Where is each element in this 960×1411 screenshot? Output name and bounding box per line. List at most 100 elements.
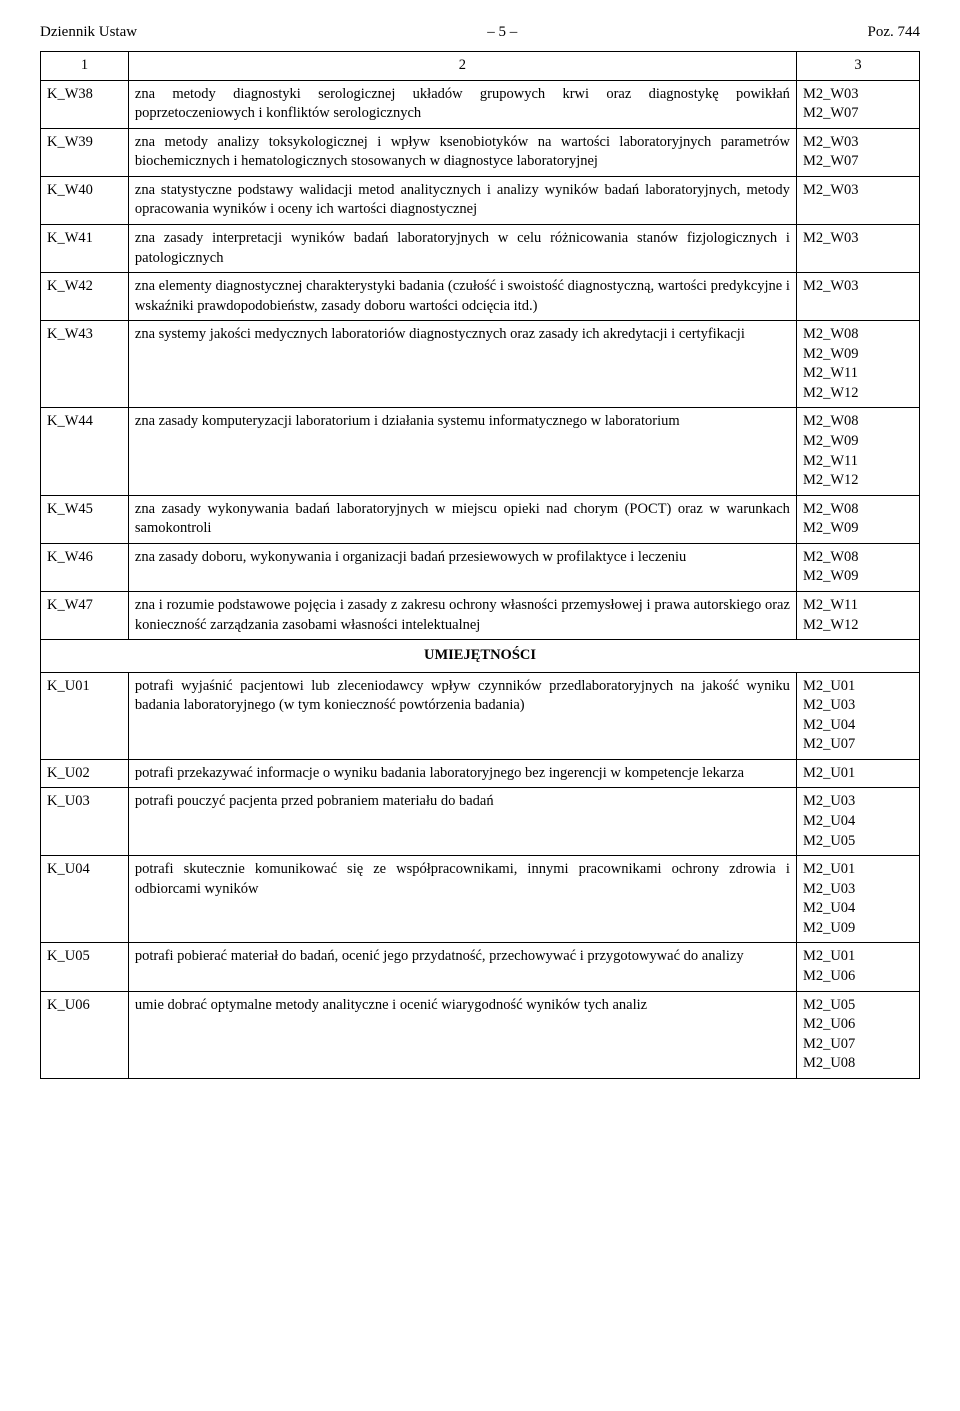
ref-code: M2_U06 (803, 967, 913, 987)
row-refs: M2_U01M2_U03M2_U04M2_U09 (796, 856, 919, 943)
row-desc: zna systemy jakości medycznych laborator… (128, 321, 796, 408)
row-code: K_U01 (41, 672, 129, 759)
ref-code: M2_W09 (803, 567, 913, 587)
table-row: K_W45zna zasady wykonywania badań labora… (41, 495, 920, 543)
row-code: K_W47 (41, 591, 129, 639)
row-refs: M2_W08M2_W09 (796, 543, 919, 591)
row-code: K_W43 (41, 321, 129, 408)
row-refs: M2_U01M2_U06 (796, 943, 919, 991)
row-desc: zna i rozumie podstawowe pojęcia i zasad… (128, 591, 796, 639)
ref-code: M2_W03 (803, 181, 913, 201)
table-row: K_W46zna zasady doboru, wykonywania i or… (41, 543, 920, 591)
page-header: Dziennik Ustaw – 5 – Poz. 744 (40, 24, 920, 41)
row-desc: zna metody diagnostyki serologicznej ukł… (128, 80, 796, 128)
table-row: K_U05potrafi pobierać materiał do badań,… (41, 943, 920, 991)
row-desc: zna zasady komputeryzacji laboratorium i… (128, 408, 796, 495)
row-code: K_W40 (41, 176, 129, 224)
ref-code: M2_W11 (803, 364, 913, 384)
ref-code: M2_U01 (803, 860, 913, 880)
ref-code: M2_W09 (803, 432, 913, 452)
ref-code: M2_W03 (803, 85, 913, 105)
ref-code: M2_U06 (803, 1015, 913, 1035)
row-code: K_U06 (41, 991, 129, 1078)
table-header-row: 123 (41, 52, 920, 81)
row-desc: potrafi przekazywać informacje o wyniku … (128, 759, 796, 788)
ref-code: M2_U08 (803, 1054, 913, 1074)
table-row: K_W38zna metody diagnostyki serologiczne… (41, 80, 920, 128)
header-center: – 5 – (487, 24, 517, 41)
row-refs: M2_U01 (796, 759, 919, 788)
row-desc: potrafi wyjaśnić pacjentowi lub zlecenio… (128, 672, 796, 759)
ref-code: M2_U09 (803, 919, 913, 939)
ref-code: M2_U01 (803, 677, 913, 697)
ref-code: M2_W07 (803, 104, 913, 124)
table-row: K_W47zna i rozumie podstawowe pojęcia i … (41, 591, 920, 639)
ref-code: M2_W12 (803, 471, 913, 491)
row-desc: umie dobrać optymalne metody analityczne… (128, 991, 796, 1078)
ref-code: M2_W12 (803, 616, 913, 636)
table-row: K_W44zna zasady komputeryzacji laborator… (41, 408, 920, 495)
ref-code: M2_W03 (803, 277, 913, 297)
table-header-2: 2 (128, 52, 796, 81)
ref-code: M2_W09 (803, 519, 913, 539)
ref-code: M2_W03 (803, 133, 913, 153)
row-desc: zna statystyczne podstawy walidacji meto… (128, 176, 796, 224)
row-desc: zna elementy diagnostycznej charakteryst… (128, 273, 796, 321)
row-refs: M2_W08M2_W09M2_W11M2_W12 (796, 321, 919, 408)
row-code: K_W44 (41, 408, 129, 495)
ref-code: M2_U05 (803, 996, 913, 1016)
row-refs: M2_U03M2_U04M2_U05 (796, 788, 919, 856)
row-refs: M2_W08M2_W09M2_W11M2_W12 (796, 408, 919, 495)
section-title: UMIEJĘTNOŚCI (41, 640, 920, 673)
header-right: Poz. 744 (868, 24, 921, 41)
row-refs: M2_W03M2_W07 (796, 80, 919, 128)
row-refs: M2_W03 (796, 176, 919, 224)
ref-code: M2_U01 (803, 947, 913, 967)
ref-code: M2_U07 (803, 735, 913, 755)
row-code: K_U05 (41, 943, 129, 991)
ref-code: M2_U03 (803, 880, 913, 900)
row-refs: M2_W08M2_W09 (796, 495, 919, 543)
ref-code: M2_W09 (803, 345, 913, 365)
row-refs: M2_W03M2_W07 (796, 128, 919, 176)
row-refs: M2_W03 (796, 224, 919, 272)
ref-code: M2_W08 (803, 548, 913, 568)
ref-code: M2_U07 (803, 1035, 913, 1055)
row-desc: potrafi pouczyć pacjenta przed pobraniem… (128, 788, 796, 856)
row-code: K_U04 (41, 856, 129, 943)
row-code: K_U02 (41, 759, 129, 788)
row-desc: potrafi skutecznie komunikować się ze ws… (128, 856, 796, 943)
row-code: K_W42 (41, 273, 129, 321)
row-code: K_W41 (41, 224, 129, 272)
table-row: K_W39zna metody analizy toksykologicznej… (41, 128, 920, 176)
ref-code: M2_W08 (803, 325, 913, 345)
table-header-3: 3 (796, 52, 919, 81)
ref-code: M2_W12 (803, 384, 913, 404)
row-desc: zna zasady doboru, wykonywania i organiz… (128, 543, 796, 591)
row-refs: M2_W03 (796, 273, 919, 321)
row-desc: zna zasady wykonywania badań laboratoryj… (128, 495, 796, 543)
section-row: UMIEJĘTNOŚCI (41, 640, 920, 673)
table-header-1: 1 (41, 52, 129, 81)
ref-code: M2_W07 (803, 152, 913, 172)
table-row: K_U02potrafi przekazywać informacje o wy… (41, 759, 920, 788)
table-row: K_W43zna systemy jakości medycznych labo… (41, 321, 920, 408)
ref-code: M2_W11 (803, 452, 913, 472)
row-code: K_W46 (41, 543, 129, 591)
row-desc: zna zasady interpretacji wyników badań l… (128, 224, 796, 272)
row-refs: M2_W11M2_W12 (796, 591, 919, 639)
ref-code: M2_U03 (803, 696, 913, 716)
outcomes-table: 123K_W38zna metody diagnostyki serologic… (40, 51, 920, 1079)
table-row: K_U03potrafi pouczyć pacjenta przed pobr… (41, 788, 920, 856)
table-row: K_U06umie dobrać optymalne metody analit… (41, 991, 920, 1078)
ref-code: M2_U03 (803, 792, 913, 812)
row-desc: zna metody analizy toksykologicznej i wp… (128, 128, 796, 176)
table-row: K_U04potrafi skutecznie komunikować się … (41, 856, 920, 943)
table-row: K_U01potrafi wyjaśnić pacjentowi lub zle… (41, 672, 920, 759)
row-code: K_W45 (41, 495, 129, 543)
row-refs: M2_U01M2_U03M2_U04M2_U07 (796, 672, 919, 759)
ref-code: M2_W11 (803, 596, 913, 616)
row-desc: potrafi pobierać materiał do badań, ocen… (128, 943, 796, 991)
ref-code: M2_U04 (803, 899, 913, 919)
table-row: K_W42zna elementy diagnostycznej charakt… (41, 273, 920, 321)
